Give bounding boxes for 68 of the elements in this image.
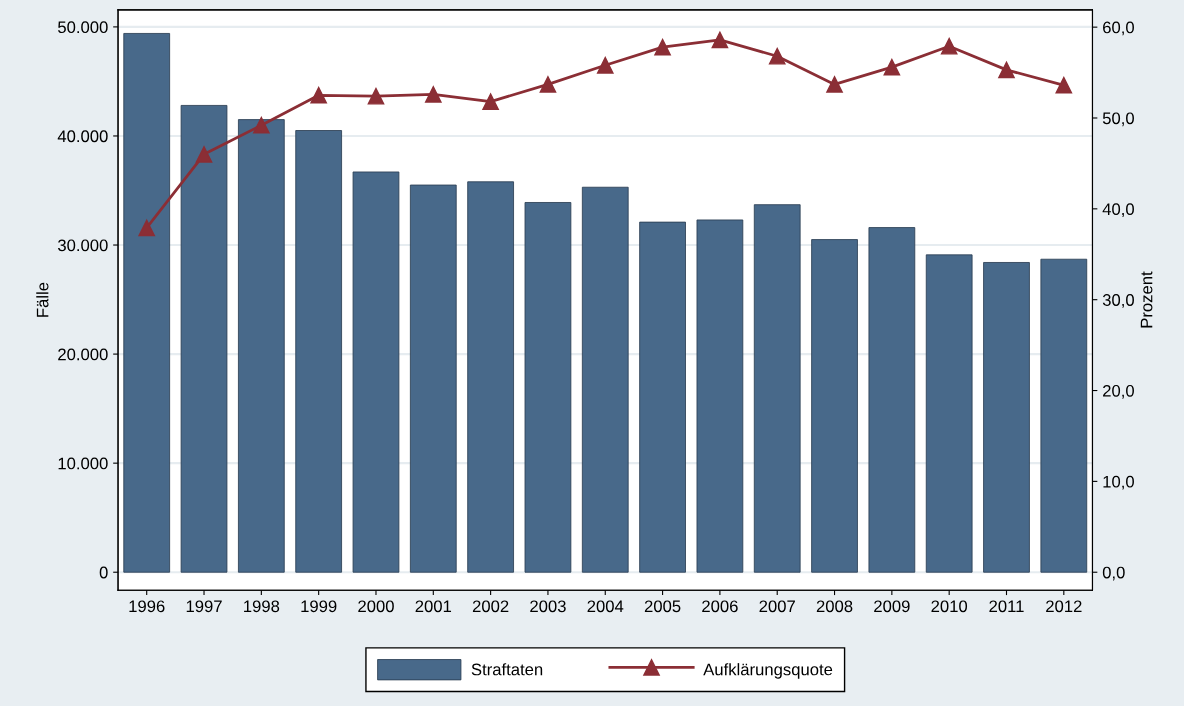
point	[424, 86, 442, 103]
point	[253, 116, 270, 134]
x-tick-label: 2007	[759, 600, 795, 613]
bar	[295, 130, 343, 573]
y2-tick-label: 0,0	[1102, 566, 1125, 581]
bar	[581, 186, 629, 573]
point	[826, 76, 843, 93]
point	[539, 76, 557, 93]
point	[883, 58, 901, 76]
x-tick-label: 2011	[989, 600, 1024, 613]
x-tick-label: 2002	[472, 600, 509, 613]
point	[768, 47, 786, 65]
x-tick-label: 2012	[1046, 600, 1082, 613]
bar	[983, 262, 1030, 573]
bar	[868, 227, 916, 573]
x-tick-label: 1996	[129, 600, 165, 613]
bar	[352, 171, 400, 573]
y2-tick-label: 10,0	[1103, 475, 1134, 490]
point	[482, 93, 499, 110]
x-tick-label: 2010	[931, 600, 968, 613]
y2-tick-label: 60,0	[1103, 21, 1134, 36]
point	[998, 61, 1015, 79]
x-tick-label: 1998	[244, 600, 280, 613]
point	[711, 31, 729, 49]
point	[367, 87, 385, 105]
point	[138, 219, 156, 237]
bar	[524, 202, 572, 573]
x-tick-label: 2006	[702, 600, 738, 613]
bar	[1040, 258, 1088, 573]
legend-label: Straftaten	[471, 663, 543, 676]
bar	[467, 181, 514, 573]
y2-tick-label: 20,0	[1103, 384, 1134, 399]
x-tick-label: 2004	[587, 600, 624, 613]
y-tick-label: 20.000	[58, 348, 108, 361]
bar	[123, 33, 171, 573]
x-tick-label: 1997	[186, 600, 222, 613]
y-tick-label: 30.000	[57, 239, 108, 252]
x-tick-label: 2009	[874, 600, 910, 613]
bar	[811, 239, 858, 573]
bar	[180, 105, 228, 573]
point	[195, 145, 213, 163]
point	[596, 56, 614, 74]
bar	[409, 184, 457, 573]
bar	[696, 219, 744, 573]
y2-tick-label: 30,0	[1102, 294, 1134, 308]
y2-axis-title: Prozent	[1140, 271, 1153, 328]
y-tick-label: 0	[99, 566, 108, 579]
y2-tick-label: 50,0	[1102, 112, 1134, 127]
legend-label: Aufklärungsquote	[703, 663, 833, 679]
bar	[639, 221, 686, 573]
bar	[753, 204, 801, 573]
point	[940, 37, 958, 55]
point	[1055, 76, 1073, 94]
y-tick-label: 40.000	[57, 130, 108, 143]
y-axis-title: Fälle	[36, 282, 49, 317]
x-tick-label: 2000	[358, 600, 394, 613]
x-tick-label: 2005	[644, 600, 681, 613]
x-tick-label: 2008	[816, 600, 853, 613]
point	[654, 38, 671, 56]
x-tick-label: 2003	[530, 600, 566, 613]
bar	[238, 119, 285, 573]
x-tick-label: 2001	[415, 600, 452, 613]
x-tick-label: 1999	[301, 600, 337, 613]
y2-tick-label: 40,0	[1102, 203, 1134, 218]
y-tick-label: 10.000	[58, 457, 108, 470]
bar	[925, 254, 973, 573]
y-tick-label: 50.000	[58, 21, 108, 34]
point	[310, 86, 327, 104]
